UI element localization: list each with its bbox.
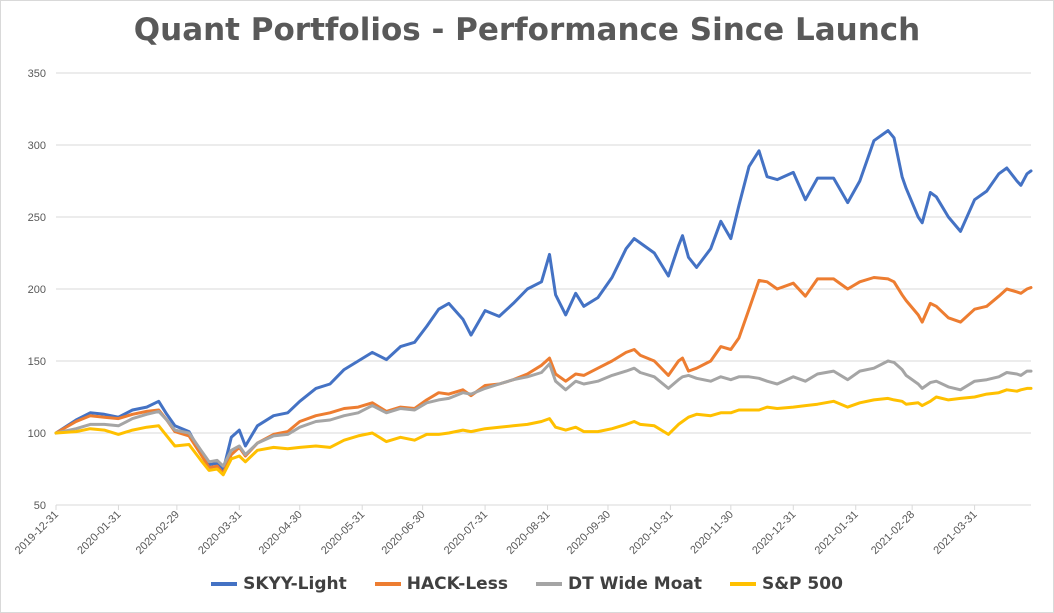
x-tick-label: 2021-03-31 bbox=[931, 509, 979, 557]
y-tick-label: 200 bbox=[28, 284, 46, 296]
legend-item: S&P 500 bbox=[729, 574, 843, 594]
y-tick-label: 300 bbox=[28, 140, 46, 152]
y-tick-label: 50 bbox=[34, 500, 46, 512]
legend-swatch bbox=[535, 582, 562, 586]
chart-title: Quant Portfolios - Performance Since Lau… bbox=[133, 12, 921, 48]
x-tick-label: 2020-08-31 bbox=[504, 509, 552, 557]
y-tick-label: 100 bbox=[28, 428, 46, 440]
x-tick-label: 2019-12-31 bbox=[13, 509, 61, 557]
x-tick-label: 2020-06-30 bbox=[379, 509, 427, 557]
series-line-s-p-500 bbox=[54, 386, 1033, 477]
legend-swatch bbox=[374, 582, 401, 586]
x-tick-label: 2020-05-31 bbox=[319, 509, 367, 557]
legend-item: DT Wide Moat bbox=[535, 574, 702, 594]
legend: SKYY-Light HACK-Less DT Wide Moat S&P 500 bbox=[0, 574, 1054, 594]
legend-swatch bbox=[729, 582, 756, 586]
legend-swatch bbox=[211, 582, 238, 586]
x-tick-label: 2020-09-30 bbox=[565, 509, 613, 557]
x-tick-label: 2020-01-31 bbox=[75, 509, 123, 557]
x-tick-label: 2020-03-31 bbox=[196, 509, 244, 557]
x-tick-label: 2020-10-31 bbox=[627, 509, 675, 557]
x-tick-label: 2021-02-28 bbox=[869, 509, 917, 557]
legend-label: DT Wide Moat bbox=[567, 574, 702, 594]
legend-label: SKYY-Light bbox=[243, 574, 347, 594]
y-tick-label: 150 bbox=[28, 356, 46, 368]
series-line-hack-less bbox=[54, 276, 1033, 475]
x-tick-label: 2020-04-30 bbox=[257, 509, 305, 557]
series-lines bbox=[54, 129, 1033, 477]
legend-label: S&P 500 bbox=[761, 574, 843, 594]
x-tick-label: 2021-01-31 bbox=[813, 509, 861, 557]
gridlines bbox=[56, 72, 1031, 506]
legend-label: HACK-Less bbox=[406, 574, 508, 594]
legend-item: SKYY-Light bbox=[211, 574, 347, 594]
x-tick-label: 2020-11-30 bbox=[688, 509, 736, 557]
x-tick-label: 2020-02-29 bbox=[134, 509, 182, 557]
series-line-skyy-light bbox=[54, 129, 1033, 472]
x-tick-label: 2020-12-31 bbox=[750, 509, 798, 557]
x-axis-ticks: 2019-12-31 2020-01-31 2020-02-29 2020-03-31… bbox=[13, 505, 980, 557]
legend-item: HACK-Less bbox=[374, 574, 508, 594]
y-tick-label: 350 bbox=[28, 68, 46, 80]
series-line-dt-wide-moat bbox=[54, 359, 1033, 468]
x-tick-label: 2020-07-31 bbox=[442, 509, 490, 557]
y-axis-ticks: 50 100 150 200 250 300 350 bbox=[28, 68, 46, 512]
y-tick-label: 250 bbox=[28, 212, 46, 224]
